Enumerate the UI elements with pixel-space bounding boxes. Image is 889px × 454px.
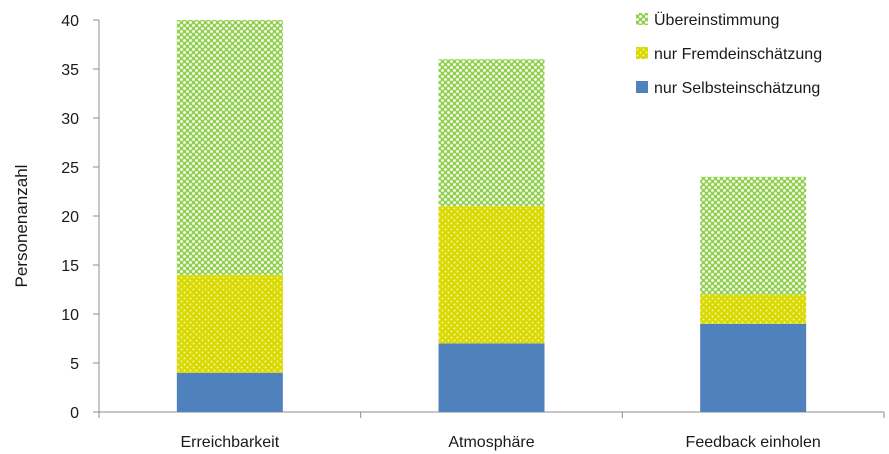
y-tick-label: 25	[61, 160, 79, 177]
y-tick-label: 5	[70, 356, 79, 373]
y-tick-label: 0	[70, 405, 79, 422]
bar-segment	[438, 59, 545, 207]
bar-segment	[700, 294, 807, 324]
y-axis-label: Personenanzahl	[12, 165, 31, 288]
bar-segment	[700, 323, 807, 412]
bar-segment	[438, 343, 545, 412]
y-tick-label: 15	[61, 258, 79, 275]
bar-segment	[700, 176, 807, 295]
bars	[176, 20, 807, 412]
legend-label: nur Fremdeinschätzung	[654, 46, 822, 63]
bar-segment	[176, 274, 283, 373]
y-tick-label: 35	[61, 62, 79, 79]
y-tick-label: 20	[61, 209, 79, 226]
axes: 0 5 10 15 20 25 30 35 40 Erreichbarkeit Atmosphäre…	[61, 13, 885, 451]
y-tick-label: 30	[61, 111, 79, 128]
y-tick-label: 40	[61, 13, 79, 30]
bar-segment	[176, 372, 283, 412]
x-tick-label: Feedback einholen	[686, 434, 821, 451]
legend-swatch	[636, 13, 648, 25]
legend-label: nur Selbsteinschätzung	[654, 80, 820, 97]
x-tick-label: Erreichbarkeit	[180, 434, 279, 451]
legend-swatch	[636, 81, 648, 93]
bar-segment	[176, 20, 283, 275]
y-tick-label: 10	[61, 307, 79, 324]
x-tick-label: Atmosphäre	[448, 434, 534, 451]
legend: Übereinstimmung nur Fremdeinschätzung nur …	[636, 11, 822, 97]
legend-label: Übereinstimmung	[654, 11, 779, 29]
legend-swatch	[636, 47, 648, 59]
bar-segment	[438, 206, 545, 344]
